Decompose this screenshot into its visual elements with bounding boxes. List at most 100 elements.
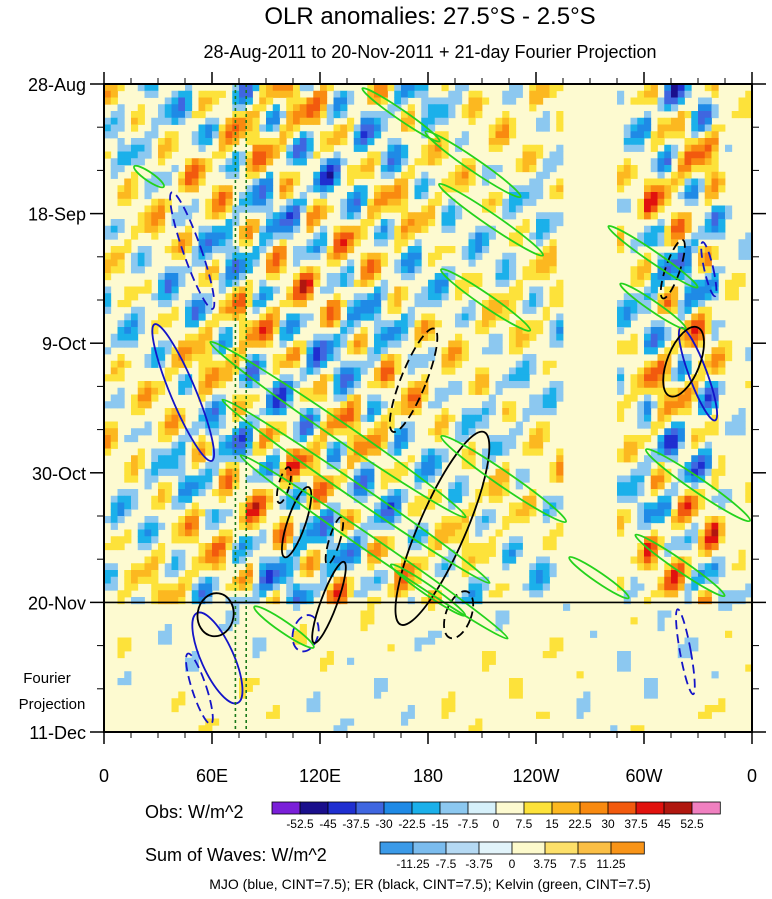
field-cell — [164, 455, 172, 463]
field-cell — [198, 347, 206, 355]
field-cell — [104, 151, 112, 159]
field-cell — [306, 144, 314, 152]
field-cell — [360, 590, 368, 598]
field-cell — [266, 151, 274, 159]
field-cell — [293, 448, 301, 456]
field-cell — [272, 151, 280, 159]
field-cell — [218, 414, 226, 422]
field-cell — [711, 428, 719, 436]
field-cell — [684, 651, 692, 659]
field-cell — [158, 482, 166, 490]
field-cell — [239, 333, 247, 341]
field-cell — [421, 394, 429, 402]
field-cell — [401, 219, 409, 227]
field-cell — [441, 225, 449, 233]
field-cell — [124, 320, 132, 328]
field-cell — [536, 266, 544, 274]
field-cell — [259, 138, 267, 146]
field-cell — [313, 414, 321, 422]
field-cell — [698, 185, 706, 193]
field-cell — [131, 435, 139, 443]
field-cell — [380, 502, 388, 510]
field-cell — [664, 90, 672, 98]
field-cell — [549, 266, 557, 274]
field-cell — [704, 563, 712, 571]
field-cell — [549, 340, 557, 348]
field-cell — [374, 583, 382, 591]
field-cell — [387, 300, 395, 308]
field-cell — [421, 158, 429, 166]
field-cell — [191, 333, 199, 341]
field-cell — [461, 536, 469, 544]
field-cell — [556, 293, 564, 301]
field-cell — [677, 84, 685, 92]
field-cell — [110, 360, 118, 368]
field-cell — [367, 401, 375, 409]
field-cell — [644, 421, 652, 429]
field-cell — [711, 178, 719, 186]
field-cell — [137, 529, 145, 537]
field-cell — [320, 428, 328, 436]
kelvin-contour — [634, 533, 726, 598]
field-cell — [212, 401, 220, 409]
field-cell — [313, 590, 321, 598]
field-cell — [286, 333, 294, 341]
field-cell — [218, 394, 226, 402]
field-cell — [360, 522, 368, 530]
field-cell — [630, 448, 638, 456]
field-cell — [131, 394, 139, 402]
field-cell — [225, 441, 233, 449]
field-cell — [461, 185, 469, 193]
field-cell — [205, 448, 213, 456]
field-cell — [164, 563, 172, 571]
field-cell — [252, 495, 260, 503]
field-cell — [441, 205, 449, 213]
field-cell — [198, 414, 206, 422]
mjo-contour — [151, 323, 215, 462]
field-cell — [542, 408, 550, 416]
field-cell — [313, 232, 321, 240]
field-cell — [421, 495, 429, 503]
field-cell — [353, 455, 361, 463]
field-cell — [711, 232, 719, 240]
field-cell — [266, 138, 274, 146]
field-cell — [144, 84, 152, 92]
field-cell — [117, 536, 125, 544]
field-cell — [360, 482, 368, 490]
field-cell — [313, 97, 321, 105]
field-cell — [671, 286, 679, 294]
field-cell — [664, 300, 672, 308]
field-cell — [245, 293, 253, 301]
field-cell — [360, 138, 368, 146]
field-cell — [394, 225, 402, 233]
field-cell — [495, 273, 503, 281]
field-cell — [259, 178, 267, 186]
field-cell — [306, 151, 314, 159]
kelvin-contour — [645, 448, 751, 523]
field-cell — [326, 131, 334, 139]
field-cell — [313, 482, 321, 490]
field-cell — [407, 711, 415, 719]
field-cell — [644, 543, 652, 551]
field-cell — [407, 367, 415, 375]
field-cell — [144, 556, 152, 564]
field-cell — [347, 320, 355, 328]
field-cell — [286, 583, 294, 591]
field-cell — [252, 104, 260, 112]
field-cell — [360, 624, 368, 632]
field-cell — [731, 597, 739, 605]
obs-swatch — [691, 801, 721, 815]
field-cell — [738, 590, 746, 598]
field-cell — [664, 158, 672, 166]
field-cell — [191, 171, 199, 179]
field-cell — [374, 273, 382, 281]
field-cell — [711, 482, 719, 490]
field-cell — [293, 340, 301, 348]
field-cell — [158, 111, 166, 119]
field-cell — [347, 171, 355, 179]
field-cell — [293, 327, 301, 335]
field-cell — [394, 259, 402, 267]
field-cell — [104, 516, 112, 524]
field-cell — [340, 205, 348, 213]
field-cell — [529, 178, 537, 186]
